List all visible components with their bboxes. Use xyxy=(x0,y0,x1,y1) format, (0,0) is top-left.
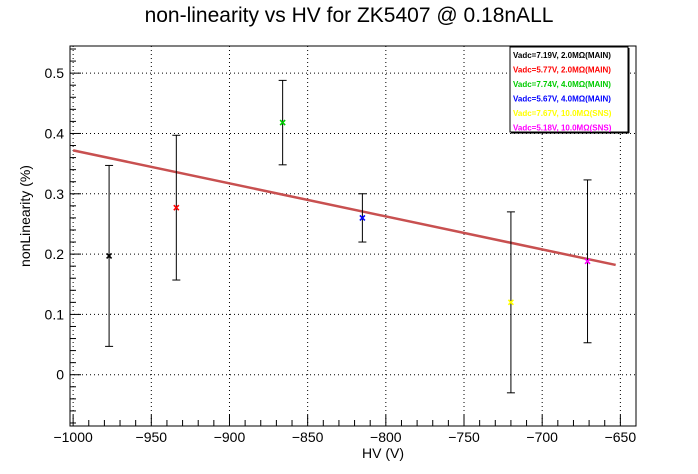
marker-stroke xyxy=(106,252,113,259)
plot-frame xyxy=(69,45,637,427)
x-tick-label: −900 xyxy=(214,429,246,445)
data-point xyxy=(105,164,114,347)
legend-entry: Vadc=5.77V, 2.0MΩ(MAIN) xyxy=(513,66,611,75)
x-tick-label: −850 xyxy=(292,429,324,445)
y-tick-label: 0.5 xyxy=(45,65,65,81)
legend-entry: Vadc=7.19V, 2.0MΩ(MAIN) xyxy=(513,51,611,60)
y-axis-label: nonLinearity (%) xyxy=(17,165,33,267)
legend-entry: Vadc=7.67V, 10.0MΩ(SNS) xyxy=(513,109,612,118)
data-point xyxy=(506,211,515,394)
legend-entry: Vadc=5.67V, 4.0MΩ(MAIN) xyxy=(513,95,611,104)
marker-stroke xyxy=(279,119,286,126)
data-point xyxy=(172,134,181,281)
marker-stroke xyxy=(507,299,514,306)
x-tick-label: −800 xyxy=(370,429,402,445)
legend: Vadc=7.19V, 2.0MΩ(MAIN) Vadc=5.77V, 2.0MΩ… xyxy=(509,46,630,134)
data-point xyxy=(358,193,367,243)
y-tick-label: 0.4 xyxy=(45,125,65,141)
data-point xyxy=(583,179,592,344)
chart-title: non-linearity vs HV for ZK5407 @ 0.18nAL… xyxy=(144,4,554,27)
x-axis-label: HV (V) xyxy=(362,445,404,461)
x-tick-label: −650 xyxy=(605,429,637,445)
y-tick-label: 0.3 xyxy=(45,186,65,202)
legend-entry: Vadc=5.18V, 10.0MΩ(SNS) xyxy=(513,124,612,133)
legend-box xyxy=(509,46,629,133)
x-tick-label: −950 xyxy=(136,429,168,445)
fit-line xyxy=(72,149,616,267)
y-tick-label: 0.1 xyxy=(45,306,65,322)
y-tick-label: 0 xyxy=(56,367,64,383)
x-tick-label: −750 xyxy=(448,429,480,445)
legend-entry: Vadc=7.74V, 4.0MΩ(MAIN) xyxy=(513,80,611,89)
x-tick-label: −700 xyxy=(526,429,558,445)
y-tick-label: 0.2 xyxy=(45,246,65,262)
data-point xyxy=(278,79,287,166)
marker-stroke xyxy=(359,214,366,221)
marker-stroke xyxy=(173,204,180,211)
x-tick-label: −1000 xyxy=(53,429,93,445)
marker-stroke xyxy=(584,258,591,265)
